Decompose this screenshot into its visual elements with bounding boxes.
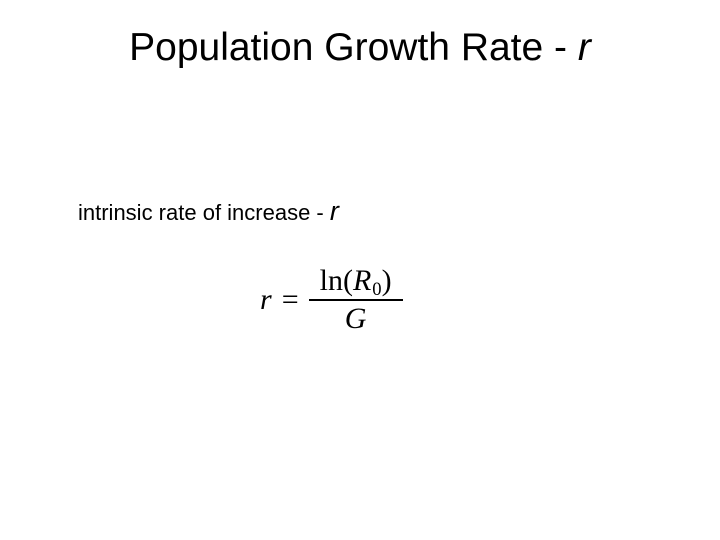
formula-equation: r = ln ( R 0 ) G xyxy=(260,266,403,334)
formula-denominator: G xyxy=(345,304,367,334)
formula-equals: = xyxy=(282,283,299,317)
formula-R: R xyxy=(353,266,371,296)
title-text: Population Growth Rate - xyxy=(129,26,578,69)
slide-subtitle: intrinsic rate of increase - r xyxy=(78,196,339,227)
subtitle-text: intrinsic rate of increase - xyxy=(78,200,330,225)
formula-fraction-bar xyxy=(309,299,403,301)
formula-ln: ln xyxy=(320,266,343,296)
formula-fraction: ln ( R 0 ) G xyxy=(309,266,403,334)
formula-G: G xyxy=(345,304,367,334)
title-variable-r: r xyxy=(578,26,591,69)
formula-paren-close: ) xyxy=(382,266,392,296)
formula-R-subscript: 0 xyxy=(372,281,381,300)
subtitle-variable-r: r xyxy=(330,196,339,226)
formula-lhs-r: r xyxy=(260,283,272,317)
formula-paren-open: ( xyxy=(343,266,353,296)
formula-numerator: ln ( R 0 ) xyxy=(320,266,392,296)
slide-title: Population Growth Rate - r xyxy=(0,26,720,70)
